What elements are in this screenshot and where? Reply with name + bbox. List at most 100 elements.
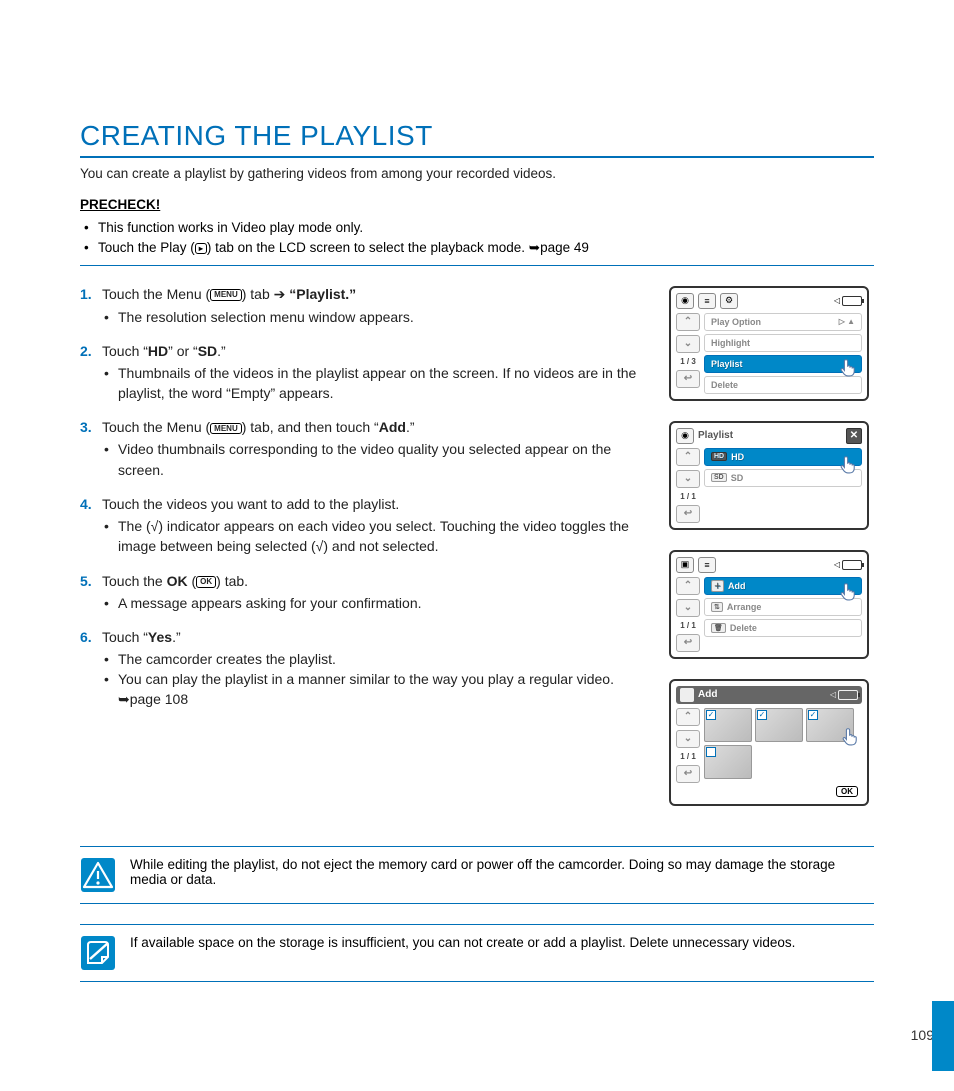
- battery-icon: ◁: [830, 690, 858, 700]
- note-icon: [80, 935, 116, 971]
- step-subitem: Video thumbnails corresponding to the vi…: [80, 439, 651, 480]
- step-number: 1.: [80, 286, 102, 302]
- check-icon: ✓: [757, 710, 767, 720]
- step-sublist: Video thumbnails corresponding to the vi…: [80, 439, 651, 480]
- menu-item[interactable]: ＋ Add: [704, 577, 862, 595]
- step-item: 3.Touch the Menu (MENU) tab, and then to…: [80, 419, 651, 480]
- menu-tab-icon[interactable]: ≡: [698, 293, 716, 309]
- page-number: 109: [911, 1027, 934, 1043]
- step-sublist: The (√) indicator appears on each video …: [80, 516, 651, 557]
- scroll-down-button[interactable]: ⌄: [676, 730, 700, 748]
- info-note: If available space on the storage is ins…: [80, 924, 874, 982]
- menu-item-label: Add: [728, 581, 746, 591]
- step-subitem: The camcorder creates the playlist.: [80, 649, 651, 669]
- battery-icon: ◁: [834, 560, 862, 570]
- step-text: Touch “Yes.”: [102, 629, 181, 645]
- step-sublist: The camcorder creates the playlist.You c…: [80, 649, 651, 710]
- step-text: Touch “HD” or “SD.”: [102, 343, 226, 359]
- scroll-up-button[interactable]: ⌃: [676, 313, 700, 331]
- check-icon: ✓: [706, 710, 716, 720]
- menu-item-icon: ⇅: [711, 602, 723, 612]
- step-sublist: The resolution selection menu window app…: [80, 307, 651, 327]
- menu-item-label: SD: [731, 473, 744, 483]
- video-thumbnail[interactable]: ✓: [806, 708, 854, 742]
- scroll-down-button[interactable]: ⌄: [676, 470, 700, 488]
- precheck-heading: PRECHECK!: [80, 197, 874, 212]
- play-mode-icon: ◉: [676, 428, 694, 444]
- intro-text: You can create a playlist by gathering v…: [80, 166, 874, 181]
- precheck-item: Touch the Play (▸) tab on the LCD screen…: [80, 238, 874, 258]
- info-text: If available space on the storage is ins…: [130, 935, 795, 950]
- warning-note: While editing the playlist, do not eject…: [80, 846, 874, 904]
- check-icon: ✓: [808, 710, 818, 720]
- back-button[interactable]: ↩: [676, 370, 700, 388]
- scroll-up-button[interactable]: ⌃: [676, 577, 700, 595]
- step-item: 6.Touch “Yes.” The camcorder creates the …: [80, 629, 651, 710]
- step-number: 5.: [80, 573, 102, 589]
- precheck-item: This function works in Video play mode o…: [80, 218, 874, 238]
- back-button[interactable]: ↩: [676, 765, 700, 783]
- page-edge-tab: [932, 1001, 954, 1071]
- page-indicator: 1 / 1: [676, 621, 700, 630]
- video-thumbnail[interactable]: ✓: [755, 708, 803, 742]
- step-sublist: A message appears asking for your confir…: [80, 593, 651, 613]
- lcd-screen-3: ▣ ≡ ◁ ⌃ ⌄ 1 / 1 ↩ ＋Add⇅Arrange🗑Delete: [669, 550, 869, 659]
- lcd-title: Playlist: [698, 430, 733, 441]
- page-indicator: 1 / 1: [676, 492, 700, 501]
- page-title: CREATING THE PLAYLIST: [80, 120, 874, 158]
- menu-item[interactable]: 🗑 Delete: [704, 619, 862, 637]
- menu-pill-icon: MENU: [210, 289, 242, 301]
- video-thumbnail[interactable]: [704, 745, 752, 779]
- menu-item-label: Arrange: [727, 602, 762, 612]
- step-text: Touch the Menu (MENU) tab, and then touc…: [102, 419, 415, 435]
- step-number: 3.: [80, 419, 102, 435]
- menu-item[interactable]: ⇅ Arrange: [704, 598, 862, 616]
- ok-pill-icon: OK: [196, 576, 216, 588]
- step-subitem: The (√) indicator appears on each video …: [80, 516, 651, 557]
- video-thumbnail[interactable]: ✓: [704, 708, 752, 742]
- step-number: 6.: [80, 629, 102, 645]
- menu-item-icon: SD: [711, 473, 727, 482]
- check-icon: [706, 747, 716, 757]
- menu-item-icon: ＋: [711, 580, 724, 592]
- menu-item[interactable]: Delete: [704, 376, 862, 394]
- step-number: 2.: [80, 343, 102, 359]
- step-subitem: The resolution selection menu window app…: [80, 307, 651, 327]
- menu-item-label: Highlight: [711, 338, 750, 348]
- menu-item[interactable]: Playlist: [704, 355, 862, 373]
- menu-tab-icon[interactable]: ≡: [698, 557, 716, 573]
- close-button[interactable]: ✕: [846, 428, 862, 444]
- menu-item[interactable]: HDHD: [704, 448, 862, 466]
- lcd-screen-4: Add ◁ ⌃ ⌄ 1 / 1 ↩ ✓✓✓ OK: [669, 679, 869, 806]
- step-subitem: You can play the playlist in a manner si…: [80, 669, 651, 710]
- menu-item[interactable]: SD SD: [704, 469, 862, 487]
- menu-item-label: Delete: [711, 380, 738, 390]
- step-text: Touch the videos you want to add to the …: [102, 496, 399, 512]
- precheck-list: This function works in Video play mode o…: [80, 218, 874, 259]
- step-text: Touch the OK (OK) tab.: [102, 573, 248, 589]
- warning-icon: [80, 857, 116, 893]
- lcd-screen-1: ◉ ≡ ⚙ ◁ ⌃ ⌄ 1 / 3 ↩ Play Option▷ ▲Highli…: [669, 286, 869, 401]
- warning-text: While editing the playlist, do not eject…: [130, 857, 874, 887]
- step-item: 2.Touch “HD” or “SD.” Thumbnails of the v…: [80, 343, 651, 404]
- lcd-screen-2: ◉ Playlist ✕ ⌃ ⌄ 1 / 1 ↩ HDHD SD SD: [669, 421, 869, 530]
- battery-icon: ◁: [834, 296, 862, 306]
- scroll-down-button[interactable]: ⌄: [676, 335, 700, 353]
- step-subitem: A message appears asking for your confir…: [80, 593, 651, 613]
- scroll-up-button[interactable]: ⌃: [676, 708, 700, 726]
- scroll-down-button[interactable]: ⌄: [676, 599, 700, 617]
- play-mode-icon: ◉: [676, 293, 694, 309]
- back-button[interactable]: ↩: [676, 634, 700, 652]
- menu-item-label: Play Option: [711, 317, 761, 327]
- menu-item-icon: 🗑: [711, 623, 726, 633]
- menu-item[interactable]: Play Option▷ ▲: [704, 313, 862, 331]
- settings-tab-icon[interactable]: ⚙: [720, 293, 738, 309]
- menu-item[interactable]: Highlight: [704, 334, 862, 352]
- menu-item-label: Delete: [730, 623, 757, 633]
- menu-item-icon: HD: [711, 452, 727, 461]
- scroll-up-button[interactable]: ⌃: [676, 448, 700, 466]
- menu-item-label: Playlist: [711, 359, 743, 369]
- ok-button[interactable]: OK: [836, 786, 858, 797]
- back-button[interactable]: ↩: [676, 505, 700, 523]
- step-subitem: Thumbnails of the videos in the playlist…: [80, 363, 651, 404]
